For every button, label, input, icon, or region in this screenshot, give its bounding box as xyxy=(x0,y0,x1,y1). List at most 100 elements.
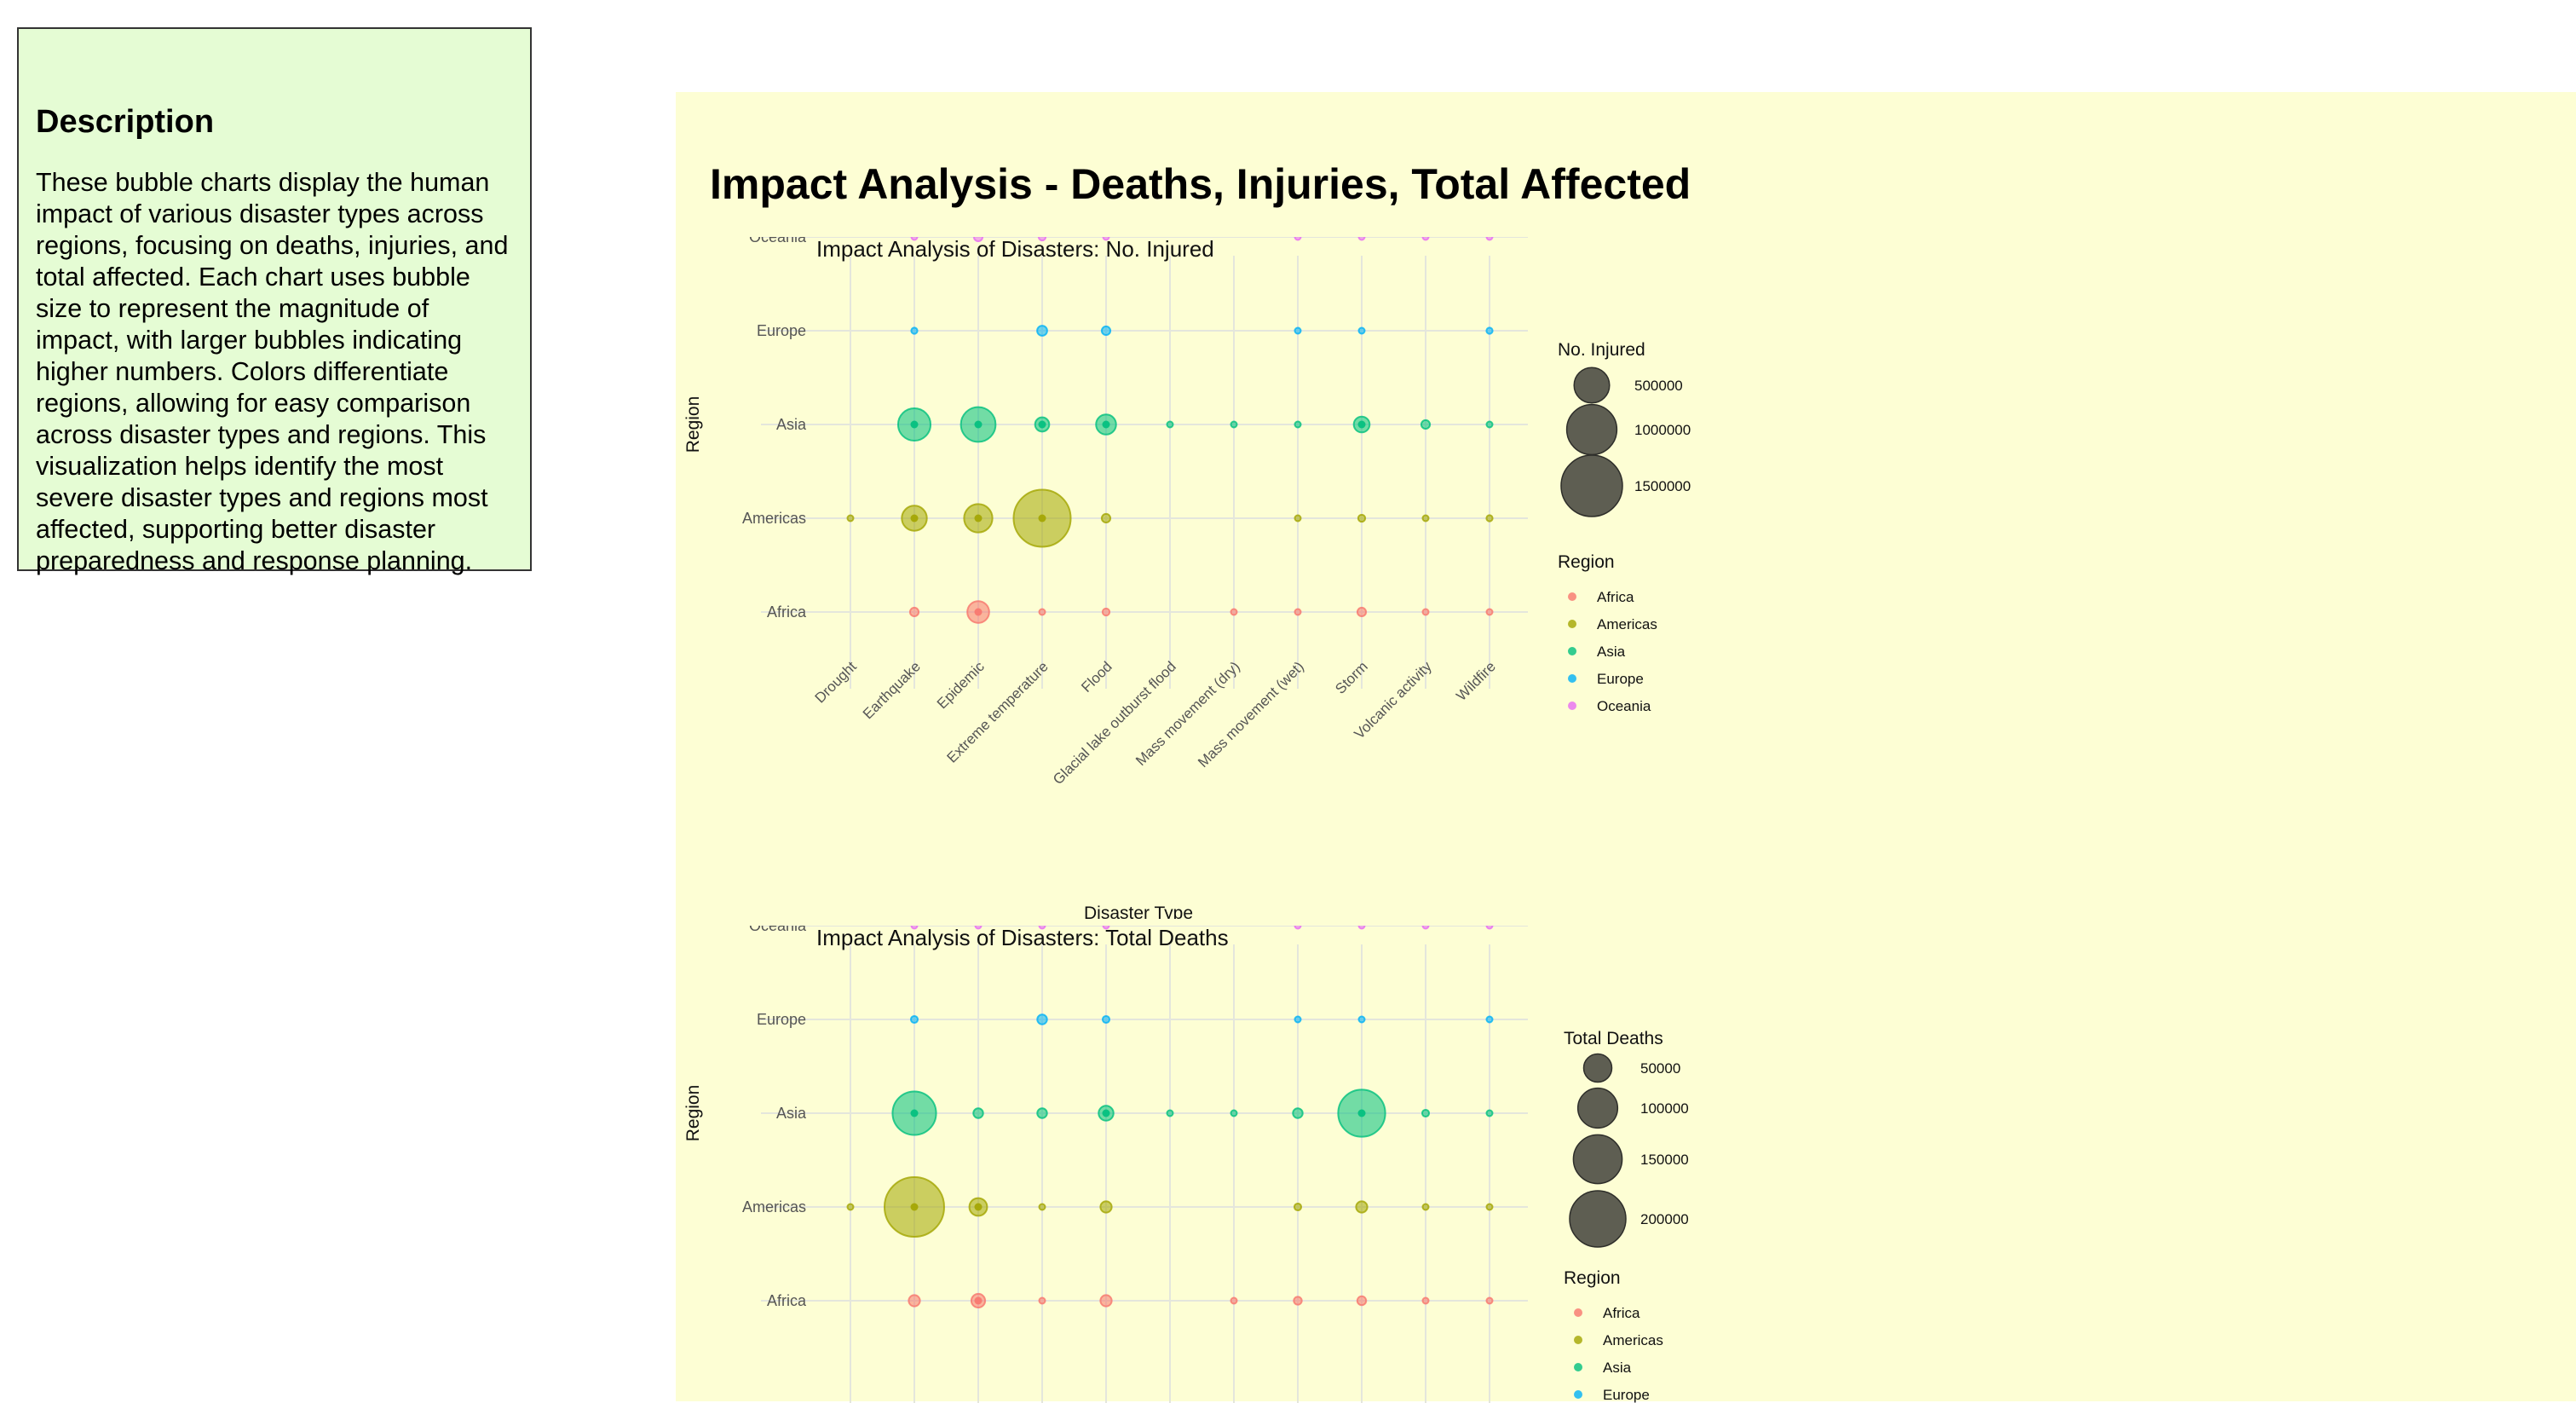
chart0-bubble-africa-storm xyxy=(1356,606,1368,618)
chart0-color-legend-key-europe xyxy=(1568,674,1576,683)
chart1-bubble-americas-flood xyxy=(1099,1200,1113,1214)
chart0-size-legend-label: 500000 xyxy=(1634,378,1683,394)
chart1-size-legend-key xyxy=(1569,1190,1627,1248)
chart1-y-axis-label: Region xyxy=(683,1085,703,1142)
chart1-bubble-asia-extreme-temperature xyxy=(1036,1107,1048,1119)
chart0-color-legend-title: Region xyxy=(1558,552,1615,572)
chart0-bubble-europe-storm xyxy=(1357,326,1366,335)
deaths-chart-svg: Impact Analysis of Disasters: Total Deat… xyxy=(683,926,1689,1403)
chart0-bubble-center xyxy=(1357,420,1366,429)
chart0-bubble-africa-flood xyxy=(1101,607,1111,617)
chart1-size-legend-label: 150000 xyxy=(1640,1152,1689,1168)
chart1-bubble-africa-storm xyxy=(1356,1295,1368,1307)
chart0-bubble-americas-drought xyxy=(846,514,855,523)
chart1-bubble-europe-storm xyxy=(1357,1015,1366,1024)
chart0-bubble-oceania-flood xyxy=(1102,237,1110,241)
chart0-x-tick-flood: Flood xyxy=(1078,658,1115,696)
chart0-bubble-center xyxy=(974,514,983,523)
description-panel: Description These bubble charts display … xyxy=(17,27,532,575)
chart0-x-tick-wildfire: Wildfire xyxy=(1453,658,1499,704)
chart1-color-legend-label-americas: Americas xyxy=(1603,1332,1663,1348)
chart0-y-tick-africa: Africa xyxy=(767,603,807,621)
chart0-bubble-center xyxy=(1102,420,1110,429)
chart1-bubble-americas-mass-movement-wet xyxy=(1293,1202,1303,1212)
chart1-bubble-asia-volcanic-activity xyxy=(1421,1108,1431,1118)
chart0-bubble-oceania-mass-movement-wet xyxy=(1294,237,1302,241)
chart0-size-legend-key xyxy=(1573,367,1611,404)
chart0-color-legend-key-asia xyxy=(1568,647,1576,655)
chart0-bubble-americas-storm xyxy=(1357,513,1367,523)
chart1-color-legend-key-asia xyxy=(1574,1363,1582,1371)
chart0-x-tick-glacial-lake-outburst-flood: Glacial lake outburst flood xyxy=(1050,658,1179,788)
chart1-bubble-africa-extreme-temperature xyxy=(1038,1296,1046,1305)
chart0-bubble-asia-volcanic-activity xyxy=(1420,419,1432,430)
chart1-bubble-center xyxy=(1102,1109,1110,1117)
chart0-x-axis-label: Disaster Type xyxy=(1084,904,1193,919)
chart0-color-legend-key-americas xyxy=(1568,620,1576,628)
chart0-bubble-oceania-storm xyxy=(1357,237,1366,241)
chart1-bubble-oceania-extreme-temperature xyxy=(1038,926,1046,930)
chart0-color-legend-key-oceania xyxy=(1568,702,1576,710)
chart0-x-tick-epidemic: Epidemic xyxy=(934,658,988,712)
chart0-size-legend-label: 1500000 xyxy=(1634,478,1691,494)
chart1-bubble-center xyxy=(1357,1109,1366,1117)
chart0-bubble-center xyxy=(910,514,919,523)
chart0-color-legend-label-oceania: Oceania xyxy=(1597,698,1651,714)
chart0-x-tick-earthquake: Earthquake xyxy=(860,658,924,722)
chart1-bubble-oceania-wildfire xyxy=(1485,926,1494,930)
chart0-bubble-europe-extreme-temperature xyxy=(1036,325,1048,337)
chart1-bubble-oceania-earthquake xyxy=(910,926,919,930)
chart1-y-tick-asia: Asia xyxy=(776,1105,807,1122)
chart0-size-legend-key xyxy=(1565,403,1618,456)
chart1-bubble-center xyxy=(910,1203,919,1211)
chart1-bubble-americas-wildfire xyxy=(1485,1203,1494,1211)
chart0-bubble-europe-wildfire xyxy=(1485,326,1494,335)
chart0-bubble-americas-volcanic-activity xyxy=(1421,514,1430,523)
chart0-bubble-africa-earthquake xyxy=(908,606,920,618)
chart1-bubble-africa-mass-movement-dry xyxy=(1230,1296,1238,1305)
chart0-bubble-oceania-volcanic-activity xyxy=(1421,237,1430,241)
chart1-bubble-americas-drought xyxy=(846,1203,855,1211)
chart0-bubble-africa-extreme-temperature xyxy=(1038,608,1046,616)
chart1-bubble-americas-storm xyxy=(1355,1200,1369,1214)
chart1-color-legend-label-africa: Africa xyxy=(1603,1305,1640,1321)
chart0-bubble-asia-mass-movement-wet xyxy=(1294,420,1302,429)
chart1-size-legend-key xyxy=(1582,1053,1613,1083)
chart1-title: Impact Analysis of Disasters: Total Deat… xyxy=(816,926,1229,950)
chart1-bubble-oceania-mass-movement-wet xyxy=(1294,926,1302,930)
chart1-bubble-africa-earthquake xyxy=(908,1294,921,1308)
chart1-bubble-asia-wildfire xyxy=(1485,1109,1494,1117)
chart0-size-legend-label: 1000000 xyxy=(1634,422,1691,438)
chart0-y-tick-americas: Americas xyxy=(742,510,806,527)
chart1-bubble-americas-volcanic-activity xyxy=(1421,1203,1430,1211)
chart0-y-tick-oceania: Oceania xyxy=(749,237,807,245)
chart1-bubble-asia-mass-movement-wet xyxy=(1292,1107,1304,1119)
chart1-bubble-center xyxy=(910,1109,919,1117)
chart1-size-legend-label: 100000 xyxy=(1640,1100,1689,1117)
chart1-bubble-europe-earthquake xyxy=(909,1014,919,1025)
chart0-bubble-africa-volcanic-activity xyxy=(1421,608,1430,616)
chart1-size-legend-key xyxy=(1576,1087,1619,1129)
chart0-bubble-oceania-epidemic xyxy=(972,237,984,243)
chart1-bubble-asia-mass-movement-dry xyxy=(1230,1109,1238,1117)
page-title: Impact Analysis - Deaths, Injuries, Tota… xyxy=(710,160,1691,208)
chart1-bubble-europe-wildfire xyxy=(1485,1015,1494,1024)
chart1-size-legend-label: 200000 xyxy=(1640,1211,1689,1227)
chart0-bubble-asia-wildfire xyxy=(1485,420,1494,429)
chart0-y-tick-europe: Europe xyxy=(757,322,806,339)
chart0-bubble-asia-glacial-lake-outburst-flood xyxy=(1166,420,1174,429)
chart0-size-legend-title: No. Injured xyxy=(1558,340,1645,360)
chart1-bubble-center xyxy=(974,1203,983,1211)
chart1-color-legend-title: Region xyxy=(1564,1268,1621,1288)
chart1-bubble-europe-mass-movement-wet xyxy=(1294,1015,1302,1024)
injured-chart: Impact Analysis of Disasters: No. Injure… xyxy=(676,237,1741,919)
chart0-bubble-africa-mass-movement-dry xyxy=(1230,608,1238,616)
chart0-x-tick-mass-movement-wet: Mass movement (wet) xyxy=(1195,658,1307,771)
chart1-bubble-europe-extreme-temperature xyxy=(1036,1013,1048,1025)
chart1-size-legend-key xyxy=(1572,1134,1623,1185)
chart0-bubble-center xyxy=(974,608,983,616)
chart1-bubble-asia-glacial-lake-outburst-flood xyxy=(1166,1109,1174,1117)
chart0-y-axis-label: Region xyxy=(683,396,703,453)
chart0-bubble-africa-wildfire xyxy=(1485,608,1494,616)
chart0-bubble-center xyxy=(1038,420,1046,429)
